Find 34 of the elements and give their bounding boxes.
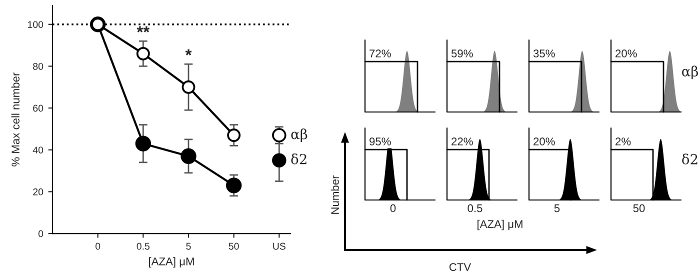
series-label: αβ bbox=[291, 128, 308, 142]
category-label: 5 bbox=[554, 204, 560, 212]
x-tick-label: 50 bbox=[228, 242, 239, 250]
category-label: 0.5 bbox=[468, 204, 482, 212]
y-tick-label: 80 bbox=[33, 62, 44, 70]
category-label: 0 bbox=[390, 204, 396, 212]
category-label: δ2 bbox=[682, 154, 698, 164]
text: 22% bbox=[452, 138, 473, 146]
text: 35% bbox=[533, 50, 555, 58]
annotation: * bbox=[185, 49, 192, 56]
y-tick-label: 100 bbox=[28, 21, 44, 28]
text: 20% bbox=[616, 50, 637, 58]
text: 95% bbox=[370, 138, 391, 146]
x-tick-label: 5 bbox=[186, 242, 191, 250]
y-tick-label: 20 bbox=[33, 188, 44, 196]
x-tick-label: 0 bbox=[96, 242, 100, 250]
series-label: δ2 bbox=[291, 154, 306, 164]
y-tick-label: 60 bbox=[33, 104, 44, 112]
text: 20% bbox=[534, 138, 555, 146]
x-tick-label: US bbox=[273, 242, 286, 250]
text: 59% bbox=[451, 50, 473, 58]
y-axis-title: % Max cell number bbox=[11, 72, 20, 166]
x-axis-title: [AZA] μM bbox=[149, 257, 194, 268]
x-tick-label: 0.5 bbox=[136, 242, 150, 250]
category-label: 50 bbox=[633, 204, 645, 212]
text: 2% bbox=[616, 138, 631, 146]
text: Number bbox=[330, 175, 339, 214]
y-tick-label: 0 bbox=[38, 230, 44, 238]
text: [AZA] μM bbox=[478, 220, 522, 230]
annotation: ** bbox=[136, 26, 150, 32]
text: 72% bbox=[370, 50, 391, 58]
category-label: αβ bbox=[682, 66, 698, 80]
text: CTV bbox=[449, 263, 472, 271]
y-tick-label: 40 bbox=[32, 146, 44, 154]
